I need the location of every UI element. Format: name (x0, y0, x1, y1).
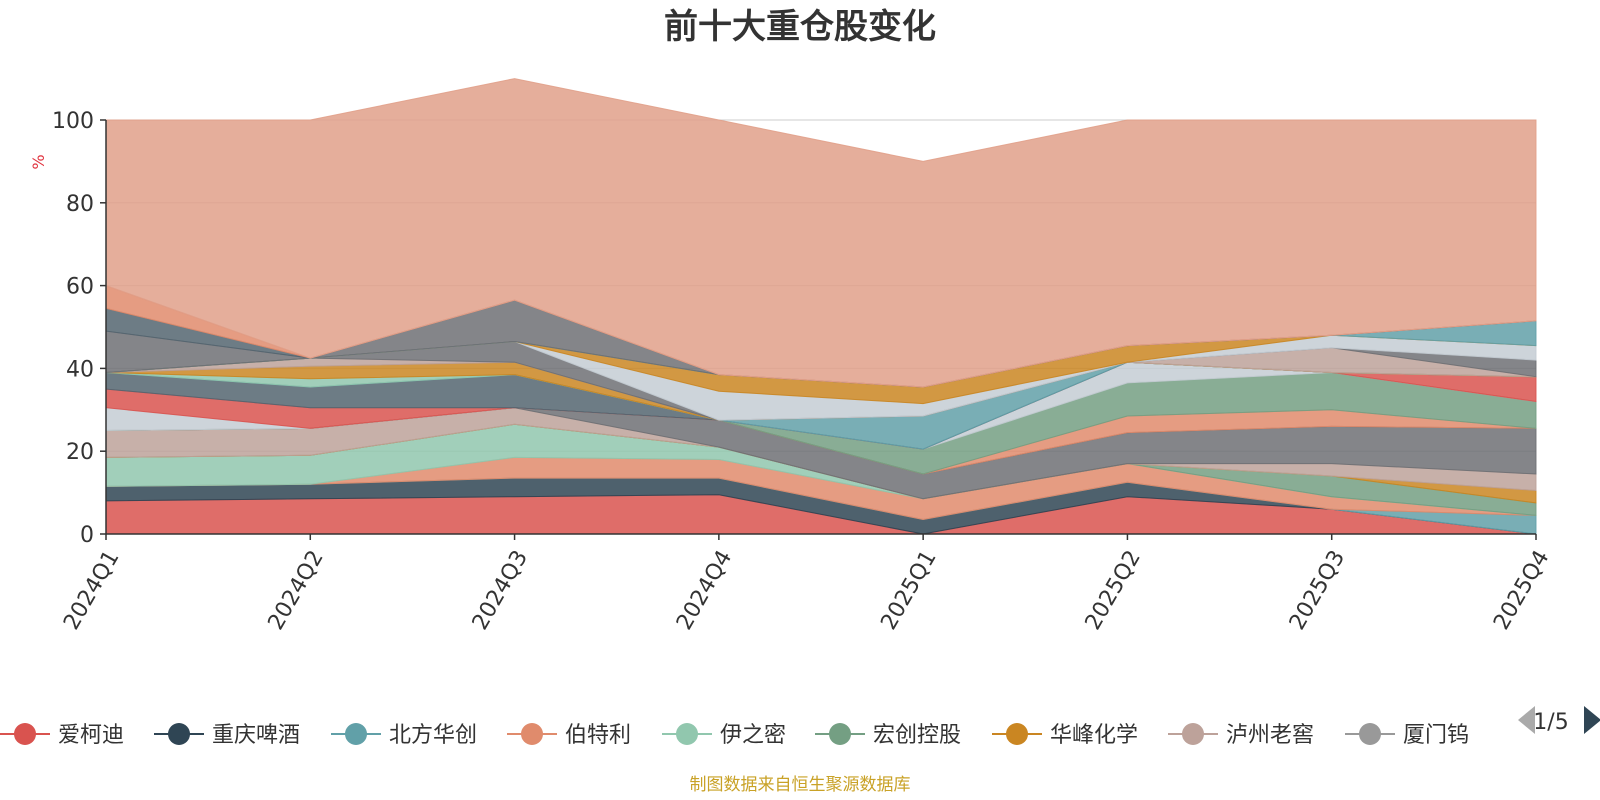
x-tick-label-5: 2025Q1 (876, 546, 941, 634)
legend-marker-6 (829, 723, 851, 745)
axes (100, 119, 1537, 540)
legend-label-3: 北方华创 (389, 723, 477, 748)
y-tick-label-60: 60 (66, 275, 94, 300)
y-tick-label-40: 40 (66, 357, 94, 382)
legend-label-2: 重庆啤酒 (212, 723, 300, 748)
y-tick-labels: 0 20 40 60 80 100 (52, 109, 94, 548)
x-tick-label-2: 2024Q2 (264, 546, 329, 634)
legend-label-9: 厦门钨 (1403, 723, 1469, 748)
legend-label-6: 宏创控股 (873, 723, 961, 748)
y-axis-label: % (29, 154, 48, 169)
legend-marker-4 (521, 723, 543, 745)
y-tick-label-80: 80 (66, 192, 94, 217)
legend-next-page-button[interactable] (1584, 706, 1600, 734)
y-tick-label-20: 20 (66, 440, 94, 465)
y-tick-label-100: 100 (52, 109, 94, 134)
legend-item-1[interactable]: 爱柯迪 (0, 723, 124, 748)
legend-marker-5 (676, 723, 698, 745)
legend-item-5[interactable]: 伊之密 (662, 723, 786, 748)
x-tick-label-8: 2025Q4 (1489, 546, 1554, 634)
legend-marker-8 (1182, 723, 1204, 745)
legend-page-indicator: 1/5 (1533, 710, 1568, 735)
legend-label-7: 华峰化学 (1050, 723, 1138, 748)
legend-item-9[interactable]: 厦门钨 (1345, 723, 1469, 748)
legend-item-8[interactable]: 泸州老窖 (1168, 723, 1314, 748)
y-tick-label-0: 0 (80, 523, 94, 548)
legend-marker-3 (345, 723, 367, 745)
x-tick-label-6: 2025Q2 (1081, 546, 1146, 634)
legend-item-3[interactable]: 北方华创 (331, 723, 477, 748)
legend-pager: 1/5 (1518, 706, 1600, 735)
series-areas (105, 78, 1537, 535)
legend-label-4: 伯特利 (565, 723, 631, 748)
legend-item-7[interactable]: 华峰化学 (992, 723, 1138, 748)
data-source-footer: 制图数据来自恒生聚源数据库 (690, 775, 911, 795)
legend-marker-2 (168, 723, 190, 745)
legend-prev-page-button[interactable] (1518, 706, 1535, 734)
legend-marker-7 (1006, 723, 1028, 745)
legend-marker-9 (1359, 723, 1381, 745)
x-tick-labels: 2024Q1 2024Q2 2024Q3 2024Q4 2025Q1 2025Q2 2025… (59, 546, 1554, 634)
chart-title: 前十大重仓股变化 (664, 7, 936, 47)
x-tick-label-3: 2024Q3 (468, 546, 533, 634)
area-series-27[interactable] (105, 78, 1537, 388)
x-tick-label-4: 2024Q4 (672, 546, 737, 634)
legend-item-4[interactable]: 伯特利 (507, 723, 631, 748)
x-tick-label-1: 2024Q1 (59, 546, 124, 634)
legend-label-1: 爱柯迪 (58, 723, 124, 748)
legend-item-6[interactable]: 宏创控股 (815, 723, 961, 748)
legend-label-5: 伊之密 (720, 723, 786, 748)
legend-marker-1 (14, 723, 36, 745)
x-tick-label-7: 2025Q3 (1285, 546, 1350, 634)
legend-label-8: 泸州老窖 (1226, 723, 1314, 748)
legend-item-2[interactable]: 重庆啤酒 (154, 723, 300, 748)
legend: 爱柯迪 重庆啤酒 北方华创 伯特利 伊之密 宏创控股 华峰化学 泸州老窖 厦门钨 (0, 723, 1469, 748)
